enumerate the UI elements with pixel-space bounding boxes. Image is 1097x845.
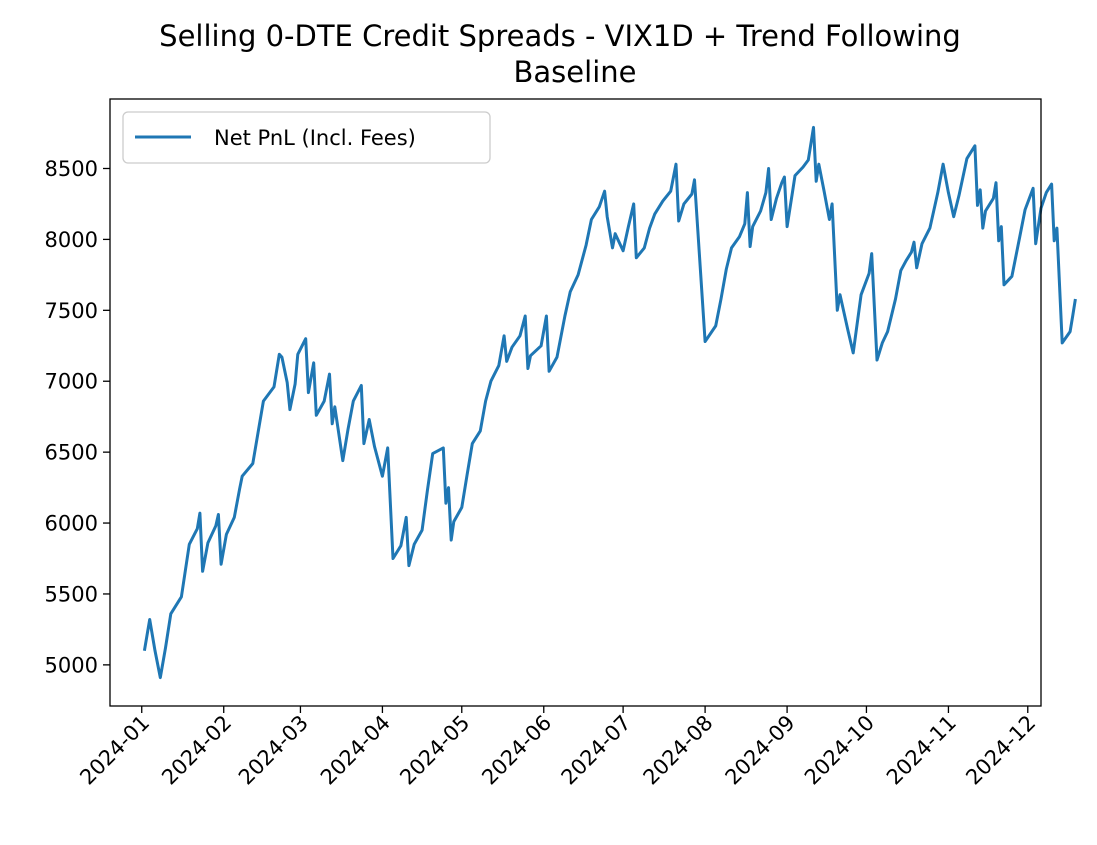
x-tick-label: 2024-11	[882, 711, 961, 790]
x-tick-label: 2024-05	[395, 711, 474, 790]
y-tick-label: 8000	[45, 228, 98, 252]
x-tick-label: 2024-02	[157, 711, 236, 790]
y-tick-label: 6500	[45, 441, 98, 465]
legend: Net PnL (Incl. Fees)	[122, 111, 491, 164]
chart-title: Selling 0-DTE Credit Spreads - VIX1D + T…	[159, 19, 961, 53]
x-tick-label: 2024-09	[721, 711, 800, 790]
series-line-net-pnl	[142, 125, 1077, 680]
y-tick-label: 6000	[45, 512, 98, 536]
plot-frame	[109, 98, 1042, 707]
x-tick-label: 2024-06	[477, 711, 556, 790]
x-tick-label: 2024-12	[961, 711, 1040, 790]
y-axis: 5000 5500 6000 6500 7000 7500 8000 8500	[45, 157, 110, 677]
legend-label: Net PnL (Incl. Fees)	[214, 126, 416, 150]
x-tick-label: 2024-04	[316, 711, 395, 790]
x-tick-label: 2024-03	[234, 711, 313, 790]
y-tick-label: 7500	[45, 299, 98, 323]
legend-box	[122, 111, 491, 164]
chart-subtitle: Baseline	[514, 55, 637, 89]
x-tick-label: 2024-01	[75, 711, 154, 790]
y-tick-label: 8500	[45, 157, 98, 181]
y-tick-label: 5500	[45, 582, 98, 606]
x-tick-label: 2024-10	[800, 711, 879, 790]
y-tick-label: 7000	[45, 370, 98, 394]
y-tick-label: 5000	[45, 653, 98, 677]
x-tick-label: 2024-08	[639, 711, 718, 790]
x-tick-label: 2024-07	[557, 711, 636, 790]
